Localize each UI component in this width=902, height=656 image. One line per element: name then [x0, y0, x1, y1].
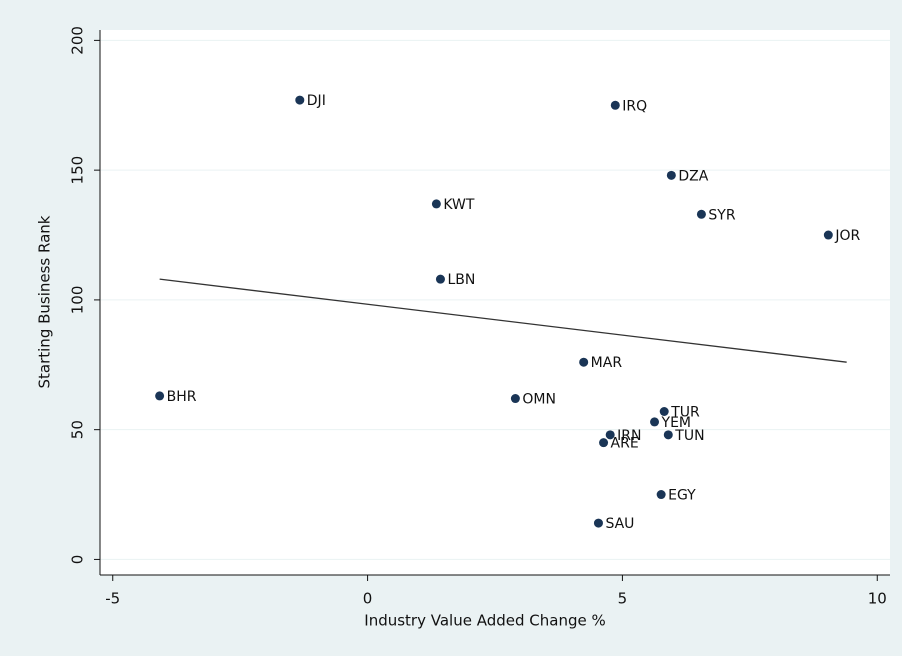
- point-label: IRN: [617, 428, 641, 444]
- point-label: TUR: [670, 405, 700, 421]
- point: [431, 199, 441, 209]
- point: [593, 518, 603, 528]
- point: [696, 209, 706, 219]
- y-tick-label: 150: [69, 156, 87, 185]
- point: [155, 391, 165, 401]
- plot-area: [100, 30, 890, 575]
- point: [510, 394, 520, 404]
- y-axis-title: Starting Business Rank: [36, 215, 54, 388]
- point: [659, 407, 669, 416]
- point: [579, 357, 589, 367]
- point-label: KWT: [443, 197, 475, 213]
- point-label: SAU: [605, 516, 634, 532]
- y-tick-label: 100: [69, 286, 87, 315]
- x-tick-label: 5: [618, 590, 628, 608]
- point-label: JOR: [834, 228, 860, 244]
- point-label: BHR: [167, 389, 197, 405]
- point: [650, 417, 660, 427]
- point: [666, 170, 676, 180]
- point-label: YEM: [661, 415, 691, 431]
- x-tick-label: -5: [105, 590, 120, 608]
- point: [295, 95, 305, 105]
- point: [605, 430, 615, 440]
- point-label: MAR: [591, 355, 623, 371]
- x-axis-title: Industry Value Added Change %: [364, 612, 605, 630]
- point: [656, 490, 666, 500]
- y-tick-label: 200: [69, 26, 87, 55]
- y-tick-label: 50: [69, 420, 87, 439]
- y-tick-label: 0: [69, 555, 87, 565]
- point-label: TUN: [674, 428, 704, 444]
- point-label: LBN: [447, 272, 475, 288]
- point-label: DJI: [307, 93, 326, 109]
- point: [663, 430, 673, 440]
- point-label: ARE: [611, 436, 639, 452]
- point-label: EGY: [668, 488, 696, 504]
- point-label: OMN: [522, 392, 556, 408]
- point-label: DZA: [678, 168, 708, 184]
- x-tick-label: 10: [868, 590, 887, 608]
- point-label: SYR: [708, 207, 735, 223]
- fit-line: [159, 278, 847, 363]
- point: [599, 438, 609, 448]
- point: [435, 274, 445, 284]
- point: [610, 100, 620, 110]
- point: [823, 230, 833, 240]
- x-tick-label: 0: [363, 590, 373, 608]
- point-label: IRQ: [622, 98, 647, 114]
